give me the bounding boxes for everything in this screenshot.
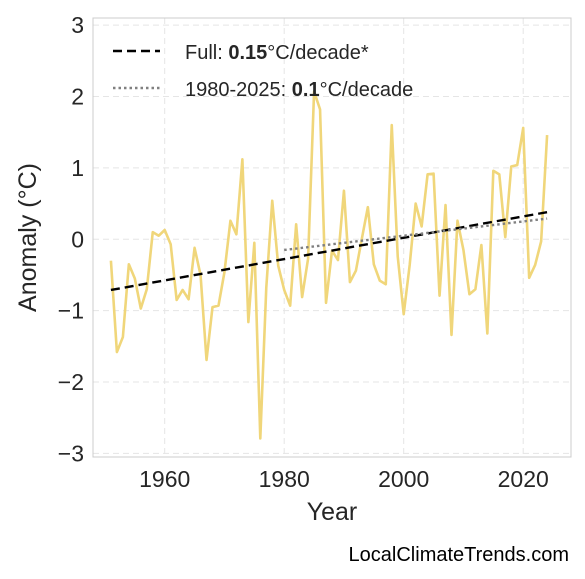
series-layer	[109, 90, 549, 440]
anomaly-series-line	[109, 90, 549, 440]
y-tick-label: 1	[71, 155, 84, 181]
watermark-text: LocalClimateTrends.com	[348, 544, 569, 566]
legend-entry-recent: 1980-2025: 0.1°C/decade	[185, 79, 413, 101]
x-tick-label: 1980	[259, 466, 310, 492]
x-tick-label: 1960	[139, 466, 190, 492]
recent-trend-line	[284, 217, 548, 252]
legend-recent-suffix: °C/decade	[320, 79, 414, 101]
tick-labels: 1960 1980 2000 2020 −3 −2 −1 0 1 2 3	[58, 12, 549, 492]
y-tick-label: −2	[58, 369, 84, 395]
x-tick-label: 2020	[498, 466, 549, 492]
y-tick-label: −1	[58, 298, 84, 324]
legend-full-suffix: °C/decade*	[267, 42, 369, 64]
legend-entry-full: Full: 0.15°C/decade*	[185, 42, 369, 64]
y-tick-label: 3	[71, 12, 84, 38]
legend-full-prefix: Full:	[185, 42, 228, 64]
full-trend-line	[110, 210, 548, 292]
y-axis-label: Anomaly (°C)	[14, 163, 42, 312]
y-tick-label: −3	[58, 440, 84, 466]
x-axis-label: Year	[307, 498, 358, 526]
grid	[93, 18, 571, 457]
plot-frame	[92, 17, 572, 458]
legend: Full: 0.15°C/decade* 1980-2025: 0.1°C/de…	[113, 42, 413, 101]
y-tick-label: 0	[71, 226, 84, 252]
legend-full-value: 0.15	[228, 42, 267, 64]
y-tick-label: 2	[71, 84, 84, 110]
x-tick-label: 2000	[378, 466, 429, 492]
legend-recent-value: 0.1	[292, 79, 320, 101]
legend-recent-prefix: 1980-2025:	[185, 79, 292, 101]
